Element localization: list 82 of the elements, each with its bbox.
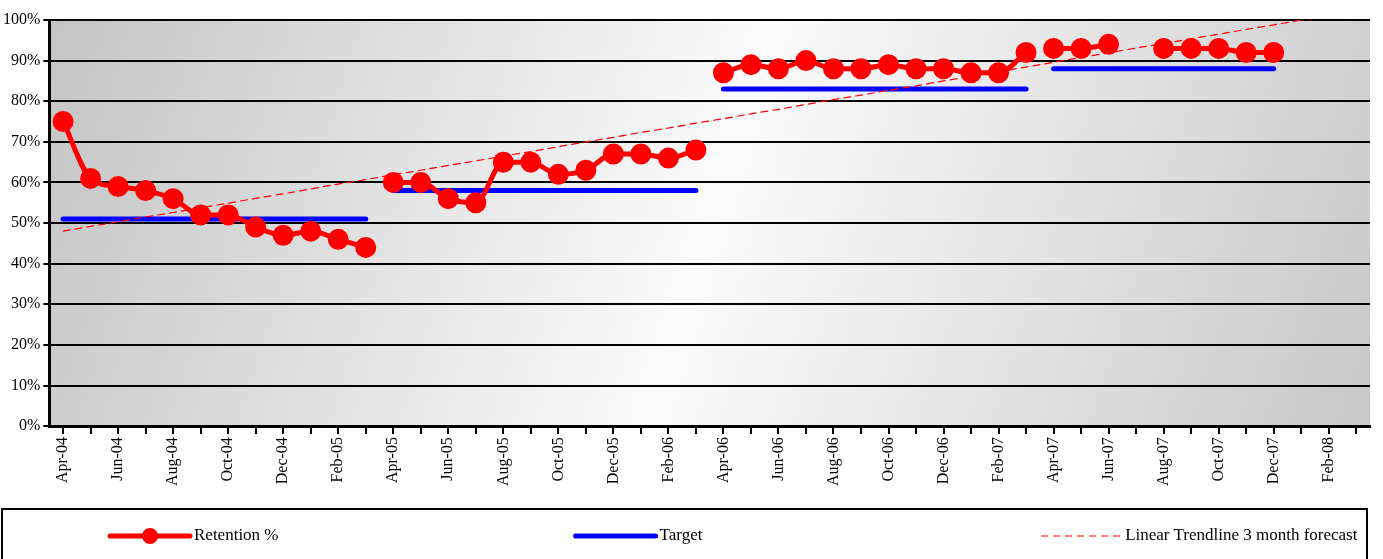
y-tick-label: 20% [11, 335, 41, 353]
x-tick-label: Aug-06 [823, 437, 842, 487]
y-tick-label: 50% [11, 213, 41, 231]
x-tick-label: Jun-07 [1098, 437, 1116, 481]
point [767, 58, 789, 80]
point [1180, 37, 1202, 59]
point [657, 147, 679, 169]
point [878, 54, 900, 76]
point [630, 143, 652, 165]
y-tick-label: 10% [11, 375, 41, 393]
y-tick-label: 100% [3, 10, 41, 28]
x-tick-label: Oct-07 [1208, 437, 1226, 482]
x-tick-label: Apr-07 [1043, 437, 1062, 484]
point [272, 224, 294, 246]
point [740, 54, 762, 76]
point [162, 188, 184, 210]
point [382, 171, 404, 193]
y-tick-label: 0% [19, 416, 41, 434]
x-tick-label: Jun-05 [438, 437, 456, 481]
point [1208, 37, 1230, 59]
point [795, 50, 817, 72]
point [575, 159, 597, 181]
x-tick-label: Dec-05 [603, 437, 621, 485]
x-tick-label: Apr-04 [53, 437, 72, 484]
point [190, 204, 212, 226]
point [437, 188, 459, 210]
point [850, 58, 872, 80]
point [905, 58, 927, 80]
x-tick-label: Oct-05 [548, 437, 566, 482]
x-tick-label: Feb-05 [328, 437, 346, 483]
point [217, 204, 239, 226]
legend-label: Target [659, 525, 703, 545]
x-tick-label: Feb-07 [988, 437, 1006, 483]
legend-label: Retention % [194, 525, 279, 545]
point [1263, 41, 1285, 63]
x-tick-label: Aug-04 [163, 437, 182, 487]
x-tick-label: Feb-06 [658, 437, 676, 483]
point [465, 192, 487, 214]
y-tick-label: 90% [11, 50, 41, 68]
y-tick-label: 70% [11, 132, 41, 150]
x-tick-label: Apr-05 [383, 437, 402, 484]
point [52, 111, 74, 133]
point [410, 171, 432, 193]
x-tick-label: Oct-04 [218, 437, 236, 482]
point [1043, 37, 1065, 59]
point [1153, 37, 1175, 59]
x-tick-label: Dec-04 [273, 437, 291, 485]
x-tick-label: Dec-07 [1263, 437, 1281, 485]
point [685, 139, 707, 161]
point [988, 62, 1010, 84]
x-tick-label: Oct-06 [878, 437, 896, 482]
x-tick-label: Apr-06 [713, 437, 732, 484]
x-tick-label: Feb-08 [1318, 437, 1336, 483]
point [80, 167, 102, 189]
point [300, 220, 322, 242]
y-tick-label: 30% [11, 294, 41, 312]
point [1098, 33, 1120, 55]
x-tick-label: Dec-06 [933, 437, 951, 485]
point [355, 236, 377, 258]
point [107, 176, 129, 198]
y-tick-label: 80% [11, 91, 41, 109]
point [602, 143, 624, 165]
point [1235, 41, 1257, 63]
point [327, 228, 349, 250]
x-tick-label: Aug-07 [1153, 437, 1172, 487]
y-tick-label: 40% [11, 253, 41, 271]
point [492, 151, 514, 173]
point [520, 151, 542, 173]
point [933, 58, 955, 80]
point [547, 163, 569, 185]
point [1015, 41, 1037, 63]
point [822, 58, 844, 80]
x-tick-label: Jun-04 [108, 437, 126, 481]
legend-label: Linear Trendline 3 month forecast [1125, 525, 1358, 545]
point [712, 62, 734, 84]
y-tick-label: 60% [11, 172, 41, 190]
x-tick-label: Aug-05 [493, 437, 512, 487]
point [245, 216, 267, 238]
point [960, 62, 982, 84]
point [1070, 37, 1092, 59]
x-tick-label: Jun-06 [768, 437, 786, 481]
point [135, 180, 157, 202]
